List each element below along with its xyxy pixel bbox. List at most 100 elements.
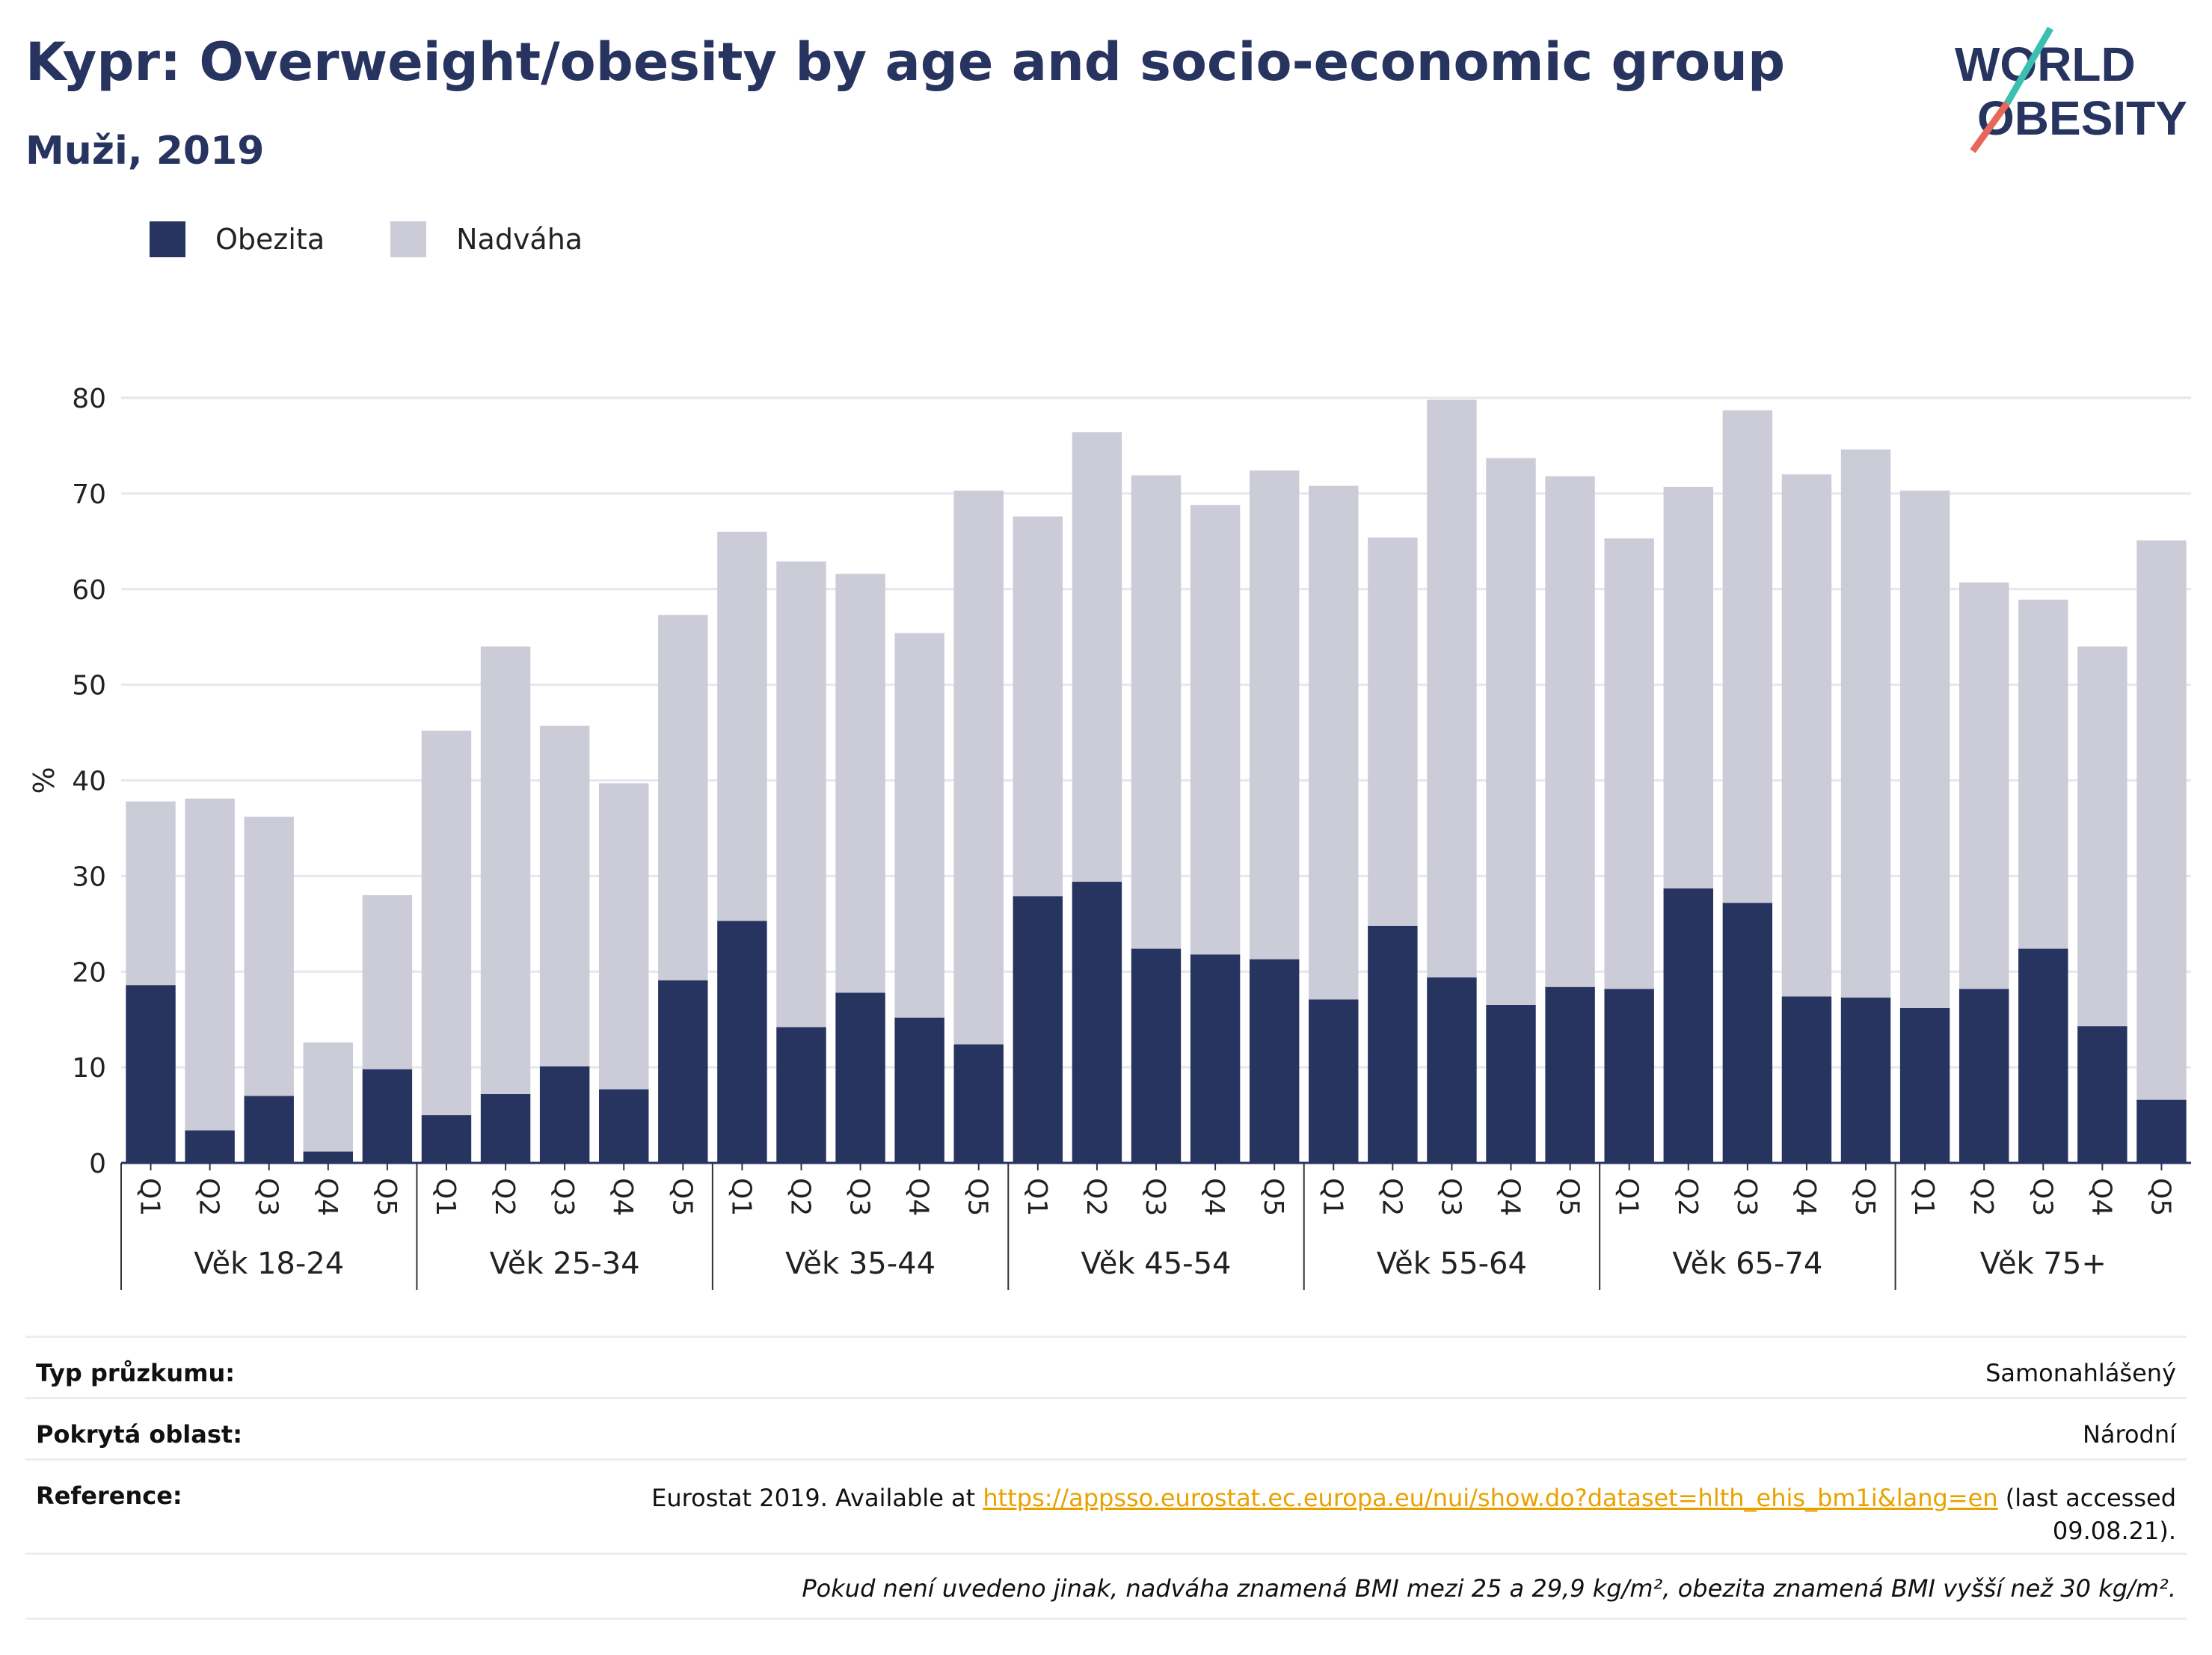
x-tick-label: Q2 [1672, 1178, 1703, 1216]
group-label: Věk 18-24 [194, 1247, 344, 1281]
bar-nadvaha [717, 532, 767, 921]
bar-nadvaha [1427, 399, 1477, 977]
info-value: Národní [2082, 1420, 2176, 1449]
x-tick-label: Q2 [1376, 1178, 1407, 1216]
bar-obezita [1663, 888, 1713, 1163]
bar-nadvaha [1840, 449, 1891, 998]
world-obesity-logo: WORLD OBESITY [1955, 26, 2187, 153]
bar-obezita [658, 980, 708, 1163]
bar-obezita [1840, 997, 1891, 1163]
x-tick-label: Q3 [1140, 1178, 1170, 1216]
bar-obezita [1131, 948, 1182, 1163]
logo-slash-teal [2004, 26, 2053, 105]
x-tick-label: Q1 [1317, 1178, 1348, 1216]
bar-nadvaha [894, 633, 944, 1018]
bar-obezita [953, 1044, 1004, 1163]
x-tick-label: Q1 [1613, 1178, 1644, 1216]
bar-nadvaha [244, 817, 294, 1096]
bar-obezita [1013, 896, 1063, 1163]
bar-obezita [1604, 989, 1654, 1163]
bar-obezita [2136, 1099, 2187, 1163]
reference-date: 09.08.21). [2052, 1517, 2176, 1545]
bar-obezita [126, 985, 176, 1163]
bar-nadvaha [1013, 516, 1063, 897]
bar-obezita [2077, 1026, 2127, 1163]
bar-nadvaha [1781, 474, 1832, 997]
bar-nadvaha [126, 801, 176, 986]
logo-slash-red [1970, 101, 2010, 153]
bar-nadvaha [2136, 540, 2187, 1100]
group-label: Věk 45-54 [1081, 1247, 1232, 1281]
bar-nadvaha [835, 574, 885, 993]
bar-obezita [1958, 989, 2009, 1163]
x-tick-label: Q1 [135, 1178, 165, 1216]
bar-obezita [776, 1027, 826, 1163]
x-tick-label: Q1 [1908, 1178, 1939, 1216]
x-tick-label: Q4 [1790, 1178, 1821, 1216]
bar-nadvaha [362, 894, 413, 1069]
reference-prefix: Eurostat 2019. Available at [651, 1484, 983, 1512]
bar-obezita [362, 1069, 413, 1163]
bar-obezita [1309, 999, 1359, 1163]
group-label: Věk 75+ [1980, 1247, 2107, 1281]
bar-nadvaha [776, 561, 826, 1028]
x-tick-label: Q3 [1731, 1178, 1762, 1216]
x-tick-label: Q2 [784, 1178, 815, 1216]
bar-nadvaha [1663, 486, 1713, 888]
bar-obezita [421, 1115, 472, 1163]
bar-nadvaha [1072, 432, 1122, 882]
bar-obezita [1249, 959, 1300, 1163]
x-tick-label: Q5 [666, 1178, 697, 1216]
y-tick-label: 70 [72, 479, 106, 510]
bar-nadvaha [658, 615, 708, 980]
legend-label-overweight: Nadváha [456, 223, 583, 256]
bar-obezita [1545, 986, 1595, 1163]
bar-obezita [835, 992, 885, 1163]
bar-obezita [717, 921, 767, 1163]
bar-nadvaha [599, 783, 649, 1090]
y-tick-label: 80 [72, 384, 106, 414]
reference-link[interactable]: https://appsso.eurostat.ec.europa.eu/nui… [983, 1484, 1998, 1512]
bar-nadvaha [421, 731, 472, 1116]
bar-obezita [244, 1096, 294, 1163]
x-tick-label: Q1 [430, 1178, 461, 1216]
bar-obezita [1899, 1007, 1950, 1163]
y-tick-label: 30 [72, 862, 106, 892]
legend-item-obesity: Obezita [150, 221, 325, 257]
bar-nadvaha [1899, 491, 1950, 1008]
page-subtitle: Muži, 2019 [25, 129, 265, 174]
x-tick-label: Q5 [1849, 1178, 1880, 1216]
y-tick-label: 50 [72, 671, 106, 701]
bar-nadvaha [2018, 599, 2068, 949]
legend-item-overweight: Nadváha [390, 221, 583, 257]
x-tick-label: Q4 [903, 1178, 934, 1216]
bar-obezita [480, 1093, 531, 1163]
x-tick-label: Q3 [2027, 1178, 2057, 1216]
x-tick-label: Q2 [1081, 1178, 1111, 1216]
y-tick-label: 40 [72, 767, 106, 797]
bar-nadvaha [1368, 537, 1418, 926]
y-tick-label: 20 [72, 957, 106, 988]
bar-obezita [2018, 948, 2068, 1163]
reference-suffix: (last accessed [1997, 1484, 2176, 1512]
y-axis-label: % [28, 767, 61, 793]
reference-value: Eurostat 2019. Available at https://apps… [651, 1481, 2176, 1547]
x-tick-label: Q5 [1258, 1178, 1288, 1216]
bar-nadvaha [1958, 582, 2009, 989]
x-tick-label: Q5 [1554, 1178, 1585, 1216]
y-tick-label: 0 [89, 1149, 106, 1179]
group-label: Věk 25-34 [490, 1247, 640, 1281]
info-row-survey-type: Typ průzkumu: Samonahlášený [25, 1336, 2187, 1399]
legend-swatch-overweight [390, 221, 427, 257]
x-tick-label: Q3 [844, 1178, 875, 1216]
bar-nadvaha [539, 725, 590, 1066]
bar-nadvaha [1190, 505, 1241, 955]
bar-obezita [1427, 977, 1477, 1163]
bar-nadvaha [1486, 458, 1536, 1006]
stacked-bar-chart: 0 10 20 30 40 50 60 70 80% Q1 Q2 Q3 Q4 Q5 Věk 18-24 Q1 Q… [28, 384, 2191, 1290]
bar-nadvaha [1131, 475, 1182, 949]
x-tick-label: Q4 [2086, 1178, 2116, 1216]
x-tick-label: Q3 [253, 1178, 283, 1216]
x-tick-label: Q4 [1199, 1178, 1229, 1216]
x-tick-label: Q2 [194, 1178, 224, 1216]
